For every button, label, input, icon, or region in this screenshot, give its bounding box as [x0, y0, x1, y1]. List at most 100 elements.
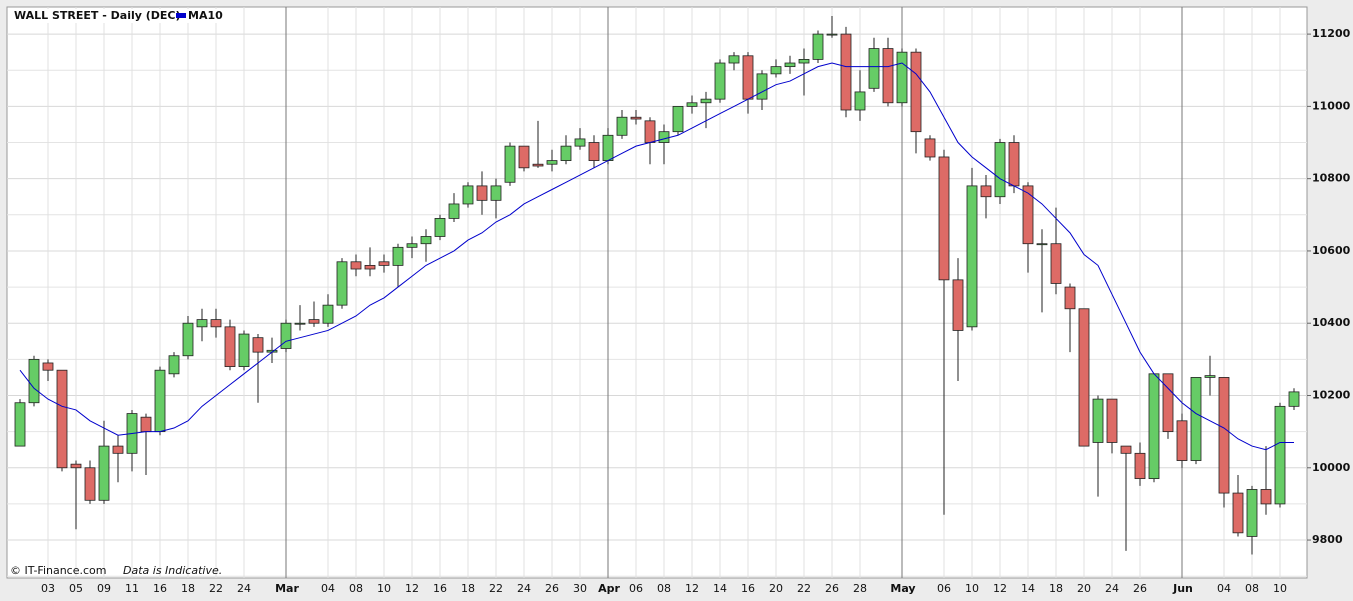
candle-body — [994, 142, 1006, 198]
marks — [14, 16, 1300, 555]
x-tick-label: 08 — [349, 582, 363, 595]
x-tick-label: 18 — [181, 582, 195, 595]
candle-body — [476, 185, 488, 201]
title-backdrop — [10, 9, 222, 23]
candle-body — [980, 185, 992, 198]
x-tick-label: 10 — [1273, 582, 1287, 595]
x-tick-label: Apr — [598, 582, 620, 595]
candle-body — [1008, 142, 1020, 187]
candle-body — [952, 279, 964, 331]
candle-body — [28, 358, 40, 404]
candle-body — [770, 66, 782, 75]
y-tick-label: 9800 — [1312, 533, 1343, 546]
x-tick-label: 22 — [489, 582, 503, 595]
candle-body — [56, 369, 68, 469]
x-tick-label: 08 — [657, 582, 671, 595]
candle-body — [336, 261, 348, 306]
x-tick-label: 26 — [545, 582, 559, 595]
candle-body — [210, 319, 222, 328]
ma-line — [19, 62, 1294, 451]
x-tick-label: 18 — [1049, 582, 1063, 595]
x-tick-label: 04 — [321, 582, 335, 595]
candle-body — [490, 185, 502, 201]
x-tick-label: 24 — [1105, 582, 1119, 595]
candle-body — [252, 337, 264, 353]
candle-body — [700, 98, 712, 104]
y-tick-label: 10000 — [1312, 461, 1351, 474]
candle-body — [196, 319, 208, 328]
x-tick-label: 26 — [1133, 582, 1147, 595]
candle-body — [1274, 405, 1286, 505]
x-tick-label: 10 — [377, 582, 391, 595]
x-tick-label: 10 — [965, 582, 979, 595]
candle-body — [882, 48, 894, 104]
candle-body — [1246, 489, 1258, 537]
x-tick-label: 12 — [405, 582, 419, 595]
candle-body — [1232, 492, 1244, 534]
candle-body — [280, 322, 292, 349]
candle-body — [812, 33, 824, 60]
candle-body — [1092, 398, 1104, 443]
candle-body — [1162, 373, 1174, 433]
x-tick-label: 22 — [209, 582, 223, 595]
candle-body — [1134, 452, 1146, 480]
x-tick-label: 20 — [1077, 582, 1091, 595]
candle-body — [1078, 308, 1090, 447]
candle-body — [448, 203, 460, 219]
candle-body — [42, 362, 54, 371]
candle-body — [574, 138, 586, 147]
candle-body — [1260, 489, 1272, 505]
candle-body — [644, 120, 656, 143]
x-tick-label: Jun — [1172, 582, 1193, 595]
candle-body — [1050, 243, 1062, 284]
x-tick-label: 08 — [1245, 582, 1259, 595]
x-tick-label: 04 — [1217, 582, 1231, 595]
candle-body — [518, 145, 530, 169]
chart-title: WALL STREET - Daily (DEC) — [14, 9, 181, 22]
x-tick-label: 06 — [937, 582, 951, 595]
x-tick-label: 16 — [741, 582, 755, 595]
candle-body — [686, 102, 698, 107]
x-tick-label: 11 — [125, 582, 139, 595]
candle-body — [1120, 445, 1132, 454]
candle-body — [714, 62, 726, 100]
x-tick-label: 16 — [433, 582, 447, 595]
candle-body — [504, 145, 516, 183]
y-tick-label: 10800 — [1312, 172, 1351, 185]
candle-body — [1288, 391, 1300, 407]
candle-body — [1176, 420, 1188, 461]
grid — [7, 7, 1307, 578]
y-tick-label: 10400 — [1312, 316, 1351, 329]
candle-body — [420, 236, 432, 245]
candle-body — [588, 142, 600, 161]
y-tick-label: 10200 — [1312, 388, 1351, 401]
plot-area — [6, 6, 1308, 579]
candle-body — [742, 55, 754, 100]
x-tick-label: 22 — [797, 582, 811, 595]
y-tick-label: 11200 — [1312, 27, 1351, 40]
candle-body — [140, 416, 152, 433]
x-tick-label: 06 — [629, 582, 643, 595]
candle-body — [532, 163, 544, 167]
x-tick-label: 09 — [97, 582, 111, 595]
candle-body — [840, 33, 852, 111]
candle-body — [70, 463, 82, 469]
candle-body — [378, 261, 390, 266]
candle-body — [98, 445, 110, 501]
candle-body — [868, 48, 880, 89]
candle-body — [392, 246, 404, 266]
candle-body — [938, 156, 950, 281]
candle-body — [182, 322, 194, 357]
candle-body — [672, 105, 684, 133]
candle-body — [308, 319, 320, 324]
x-tick-label: 24 — [237, 582, 251, 595]
x-tick-label: Mar — [275, 582, 299, 595]
candle-body — [756, 73, 768, 100]
x-tick-label: 20 — [769, 582, 783, 595]
candle-body — [462, 185, 474, 205]
credit: © IT-Finance.com — [10, 564, 107, 577]
legend-swatch — [176, 13, 186, 18]
x-tick-label: 14 — [1021, 582, 1035, 595]
candle-body — [658, 131, 670, 143]
